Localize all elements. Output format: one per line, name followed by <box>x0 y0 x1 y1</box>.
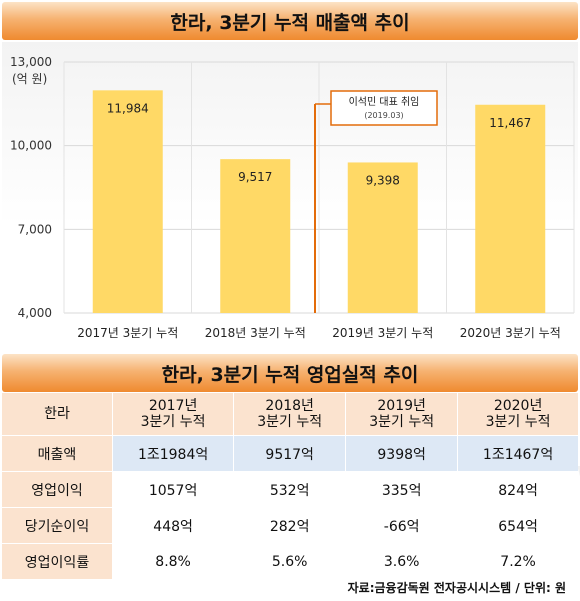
column-period: 3분기 누적 <box>257 414 323 430</box>
table-row-net-income: 당기순이익 448억 282억 -66억 654억 <box>2 507 578 544</box>
table-row-operating-profit: 영업이익 1057억 532억 335억 824억 <box>2 471 578 508</box>
column-header-2017: 2017년 3분기 누적 <box>111 393 234 436</box>
table-cell: 532억 <box>233 471 346 508</box>
x-category-label: 2018년 3분기 누적 <box>205 326 306 340</box>
table-cell: 5.6% <box>233 543 346 580</box>
table-cell: 1조1467억 <box>457 435 578 472</box>
column-period: 3분기 누적 <box>369 414 435 430</box>
table-corner-label: 한라 <box>2 393 113 436</box>
column-header-2020: 2020년 3분기 누적 <box>457 393 578 436</box>
table-cell: 7.2% <box>457 543 578 580</box>
table-cell: 1조1984억 <box>111 435 234 472</box>
column-period: 3분기 누적 <box>485 414 551 430</box>
y-tick-label: 10,000 <box>10 139 52 153</box>
table-cell: 8.8% <box>111 543 234 580</box>
table-cell: 9517억 <box>233 435 346 472</box>
row-label: 영업이익률 <box>2 543 113 580</box>
annotation-box <box>330 90 438 126</box>
table-cell: 448억 <box>111 507 234 544</box>
column-year: 2017년 <box>148 398 198 414</box>
revenue-bar-chart: (억 원) 4,000 7,000 10,000 13,000 11,984 2017년 3… <box>10 55 575 340</box>
bar-value-label: 9,517 <box>238 170 272 184</box>
table-cell: 335억 <box>345 471 458 508</box>
table-title-banner: 한라, 3분기 누적 영업실적 추이 <box>2 354 578 392</box>
table-cell: -66억 <box>345 507 458 544</box>
x-category-label: 2020년 3분기 누적 <box>460 326 561 340</box>
annotation-subtext: (2019.03) <box>364 111 403 120</box>
row-label: 매출액 <box>2 435 113 472</box>
table-cell: 824억 <box>457 471 578 508</box>
annotation-text: 이석민 대표 취임 <box>349 95 420 108</box>
x-category-label: 2019년 3분기 누적 <box>332 326 433 340</box>
table-cell: 9398억 <box>345 435 458 472</box>
x-category-label: 2017년 3분기 누적 <box>77 326 178 340</box>
table-title: 한라, 3분기 누적 영업실적 추이 <box>161 363 419 386</box>
table-cell: 3.6% <box>345 543 458 580</box>
column-year: 2020년 <box>493 398 543 414</box>
table-cell: 1057억 <box>111 471 234 508</box>
column-period: 3분기 누적 <box>140 414 206 430</box>
source-note: 자료:금융감독원 전자공시시스템 / 단위: 원 <box>347 581 566 595</box>
chart-title: 한라, 3분기 누적 매출액 추이 <box>170 11 410 34</box>
performance-table: 한라 2017년 3분기 누적 2018년 3분기 누적 2019년 3분기 누적 2… <box>2 393 578 580</box>
y-axis-unit-label: (억 원) <box>12 72 47 86</box>
y-tick-label: 4,000 <box>18 306 52 320</box>
column-header-2018: 2018년 3분기 누적 <box>233 393 346 436</box>
table-cell: 282억 <box>233 507 346 544</box>
column-header-2019: 2019년 3분기 누적 <box>345 393 458 436</box>
table-row-operating-margin: 영업이익률 8.8% 5.6% 3.6% 7.2% <box>2 543 578 580</box>
y-tick-label: 13,000 <box>10 55 52 69</box>
row-label: 영업이익 <box>2 471 113 508</box>
bar <box>92 90 163 313</box>
bar-value-label: 11,467 <box>489 116 531 130</box>
table-row-revenue: 매출액 1조1984억 9517억 9398억 1조1467억 <box>2 435 578 472</box>
chart-title-banner: 한라, 3분기 누적 매출액 추이 <box>2 2 578 40</box>
y-tick-label: 7,000 <box>18 222 52 236</box>
table-cell: 654억 <box>457 507 578 544</box>
column-year: 2018년 <box>265 398 314 414</box>
table-header-row: 한라 2017년 3분기 누적 2018년 3분기 누적 2019년 3분기 누적 2… <box>2 393 578 436</box>
row-label: 당기순이익 <box>2 507 113 544</box>
column-year: 2019년 <box>377 398 426 414</box>
revenue-chart-area: (억 원) 4,000 7,000 10,000 13,000 11,984 2017년 3… <box>2 42 578 348</box>
bar-value-label: 9,398 <box>366 173 400 187</box>
bar <box>347 162 418 313</box>
bar-value-label: 11,984 <box>107 101 149 115</box>
bar <box>220 159 291 313</box>
bar <box>475 104 546 313</box>
